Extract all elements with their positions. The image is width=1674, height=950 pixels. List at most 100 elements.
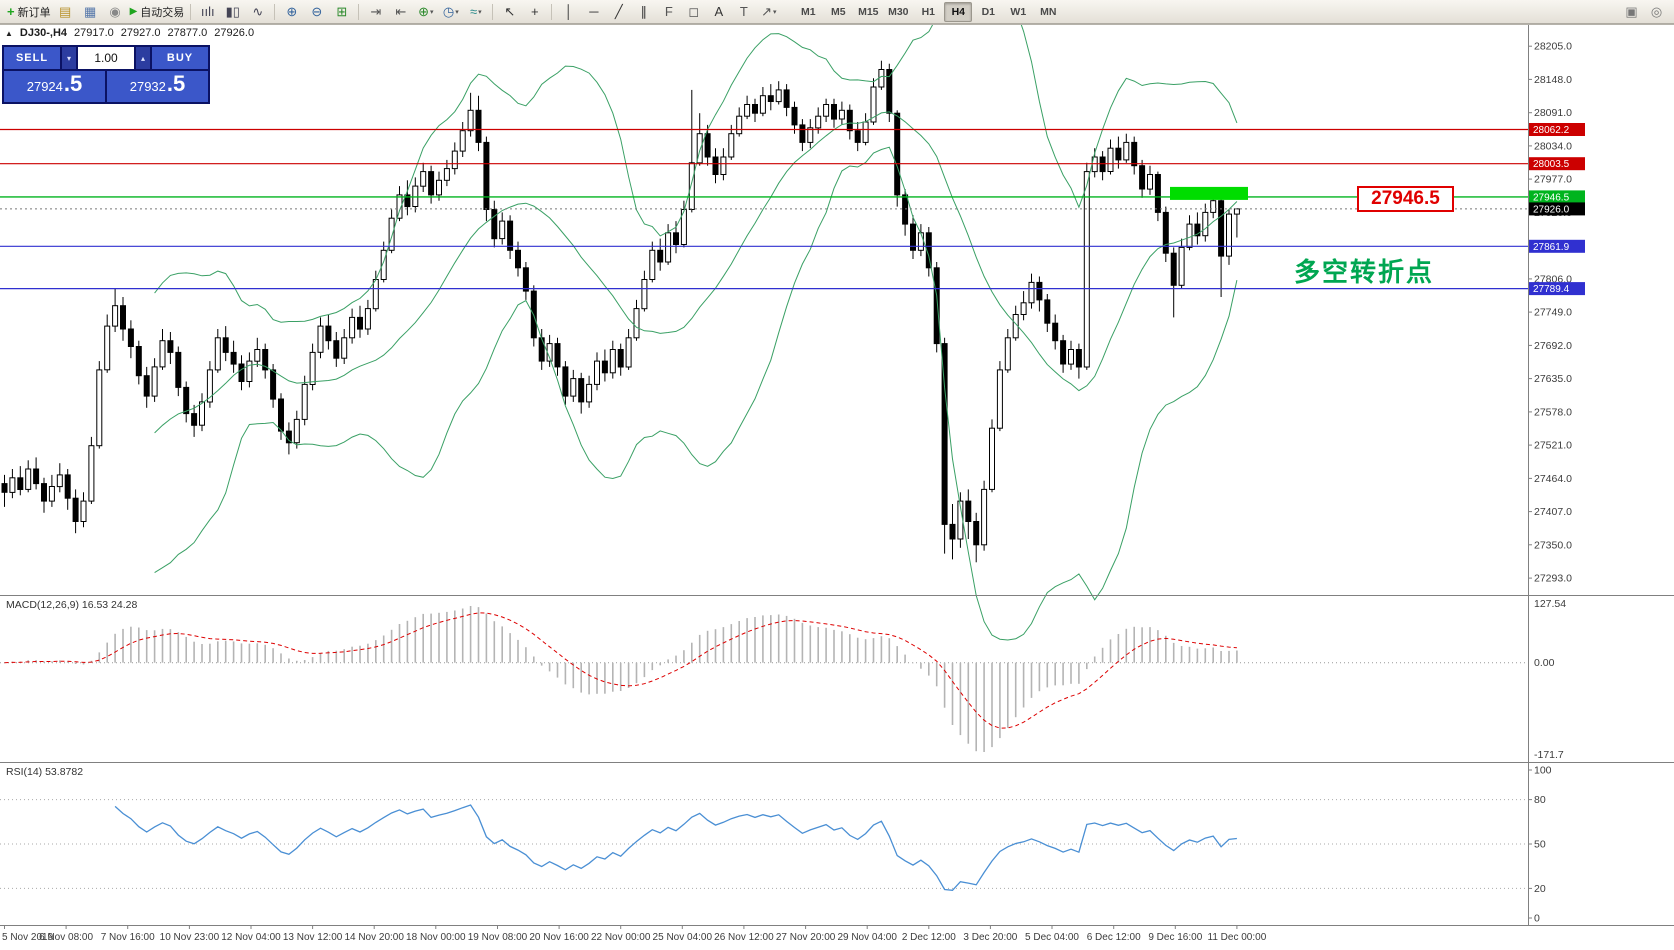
tile-windows-icon[interactable]: ⊞	[336, 4, 348, 19]
svg-text:6 Nov 08:00: 6 Nov 08:00	[39, 932, 93, 943]
text-icon[interactable]: A	[714, 4, 724, 19]
svg-text:127.54: 127.54	[1534, 598, 1566, 610]
svg-text:11 Dec 00:00: 11 Dec 00:00	[1208, 932, 1267, 943]
svg-text:3 Dec 20:00: 3 Dec 20:00	[963, 932, 1017, 943]
price-tag	[1529, 239, 1585, 253]
volume-input[interactable]: 1.00	[78, 47, 134, 69]
svg-text:27350.0: 27350.0	[1534, 539, 1572, 551]
label-icon[interactable]: T	[739, 4, 748, 19]
tf-w1[interactable]: W1	[1010, 5, 1027, 18]
toolbar-group-system: ▤ ▦ ◉	[53, 2, 128, 22]
tf-m1[interactable]: M1	[801, 5, 816, 18]
templates-icon[interactable]: ≈ ▾	[469, 4, 482, 19]
auto-scroll-icon[interactable]: ⇥	[370, 4, 382, 19]
alerts-icon[interactable]: ◉	[109, 4, 121, 19]
community-icon[interactable]: ◎	[1650, 4, 1663, 19]
crosshair-icon[interactable]: +	[531, 4, 539, 19]
play-icon: ▶	[129, 5, 138, 17]
sell-button[interactable]: SELL	[4, 47, 60, 69]
zoom-in-icon[interactable]: ⊕	[286, 4, 298, 19]
svg-text:27293.0: 27293.0	[1534, 573, 1572, 585]
toolbar-group-right: ▣ ◎	[1619, 2, 1669, 22]
chart-shift-icon[interactable]: ⇤	[395, 4, 407, 19]
svg-text:5 Nov 2019: 5 Nov 2019	[2, 932, 54, 943]
new-order-button[interactable]: + 新订单	[5, 2, 53, 22]
tf-m5[interactable]: M5	[831, 5, 846, 18]
new-order-label: 新订单	[17, 6, 51, 19]
buy-button[interactable]: BUY	[152, 47, 208, 69]
svg-text:100: 100	[1534, 765, 1552, 777]
periods-icon[interactable]: ◷ ▾	[442, 4, 459, 19]
rsi-line	[114, 804, 1237, 891]
sell-price[interactable]: 27924.5	[4, 71, 105, 102]
svg-text:MACD(12,26,9) 16.53 24.28: MACD(12,26,9) 16.53 24.28	[6, 599, 137, 611]
one-click-toggle-icon[interactable]: ▲	[5, 28, 13, 38]
tf-d1[interactable]: D1	[981, 5, 996, 18]
shapes-icon[interactable]: ◻	[688, 4, 700, 19]
one-click-trading-panel: SELL ▾ 1.00 ▴ BUY 27924.5 27932.5	[2, 45, 210, 104]
svg-text:28091.0: 28091.0	[1534, 107, 1572, 119]
svg-text:6 Dec 12:00: 6 Dec 12:00	[1087, 932, 1141, 943]
tf-m15[interactable]: M15	[858, 5, 879, 18]
cursor-icon[interactable]: ↖	[504, 4, 516, 19]
equidistant-channel-icon[interactable]: ∥	[640, 4, 648, 19]
svg-text:80: 80	[1534, 794, 1546, 806]
tf-h4[interactable]: H4	[944, 1, 973, 22]
zoom-out-icon[interactable]: ⊖	[311, 4, 323, 19]
price-tag	[1529, 190, 1585, 204]
line-chart-icon[interactable]: ∿	[252, 4, 264, 19]
svg-text:7 Nov 16:00: 7 Nov 16:00	[101, 932, 155, 943]
trendline-icon[interactable]: ╱	[614, 4, 623, 19]
svg-text:14 Nov 20:00: 14 Nov 20:00	[344, 932, 404, 943]
svg-text:27926.0: 27926.0	[1533, 204, 1570, 215]
svg-text:20: 20	[1534, 883, 1546, 895]
vertical-line-icon[interactable]: │	[564, 4, 573, 19]
price-tag	[1529, 157, 1585, 171]
macd-signal-line	[4, 612, 1237, 729]
bollinger-middle	[154, 111, 1238, 434]
svg-text:27464.0: 27464.0	[1534, 473, 1572, 485]
publish-icon[interactable]: ▣	[1625, 4, 1638, 19]
arrows-icon[interactable]: ↗ ▾	[761, 4, 777, 19]
svg-text:27407.0: 27407.0	[1534, 506, 1572, 518]
volume-spin-up-button[interactable]: ▴	[136, 47, 150, 69]
svg-text:28148.0: 28148.0	[1534, 74, 1572, 86]
svg-text:-171.7: -171.7	[1534, 749, 1564, 761]
chevron-up-icon: ▴	[140, 53, 145, 63]
svg-text:27789.4: 27789.4	[1533, 284, 1570, 295]
tf-mn[interactable]: MN	[1040, 5, 1057, 18]
toolbar-group-draw: │ ─ ╱ ∥ F ◻ A T ↗ ▾	[556, 2, 781, 22]
toolbar-group-cursor: ↖ +	[497, 2, 547, 22]
svg-text:27635.0: 27635.0	[1534, 373, 1572, 385]
tf-m30[interactable]: M30	[888, 5, 909, 18]
cn-annotation[interactable]: 多空转折点	[1294, 257, 1435, 287]
toolbar-separator	[274, 3, 276, 20]
charts-cascade-icon[interactable]: ▤	[58, 4, 72, 19]
volume-dropdown-button[interactable]: ▾	[62, 47, 76, 69]
svg-text:9 Dec 16:00: 9 Dec 16:00	[1148, 932, 1202, 943]
svg-text:12 Nov 04:00: 12 Nov 04:00	[221, 932, 281, 943]
auto-trading-button[interactable]: ▶ 自动交易	[128, 2, 187, 22]
candlestick-chart-icon[interactable]: ▮▯	[225, 4, 240, 19]
ohlc-high: 27927.0	[120, 27, 161, 39]
time-axis	[4, 925, 1238, 929]
svg-text:27977.0: 27977.0	[1534, 174, 1572, 186]
fibonacci-icon[interactable]: F	[664, 4, 673, 19]
horizontal-line-icon[interactable]: ─	[589, 4, 599, 19]
indicators-icon[interactable]: ⊕ ▾	[418, 4, 434, 19]
svg-text:27 Nov 20:00: 27 Nov 20:00	[776, 932, 836, 943]
tf-h1[interactable]: H1	[921, 5, 936, 18]
svg-text:20 Nov 16:00: 20 Nov 16:00	[529, 932, 589, 943]
buy-price[interactable]: 27932.5	[107, 71, 208, 102]
price-callout[interactable]: 27946.5	[1357, 186, 1454, 212]
svg-text:27861.9: 27861.9	[1533, 242, 1570, 253]
ohlc-low: 27877.0	[167, 27, 208, 39]
svg-text:5 Dec 04:00: 5 Dec 04:00	[1025, 932, 1079, 943]
ohlc-open: 27917.0	[74, 27, 114, 39]
symbol-header: ▲ DJ30-,H4 27917.0 27927.0 27877.0 27926…	[5, 27, 254, 39]
bar-chart-icon[interactable]: ıılı	[200, 4, 215, 19]
svg-text:28034.0: 28034.0	[1534, 140, 1572, 152]
profiles-icon[interactable]: ▦	[83, 4, 97, 19]
